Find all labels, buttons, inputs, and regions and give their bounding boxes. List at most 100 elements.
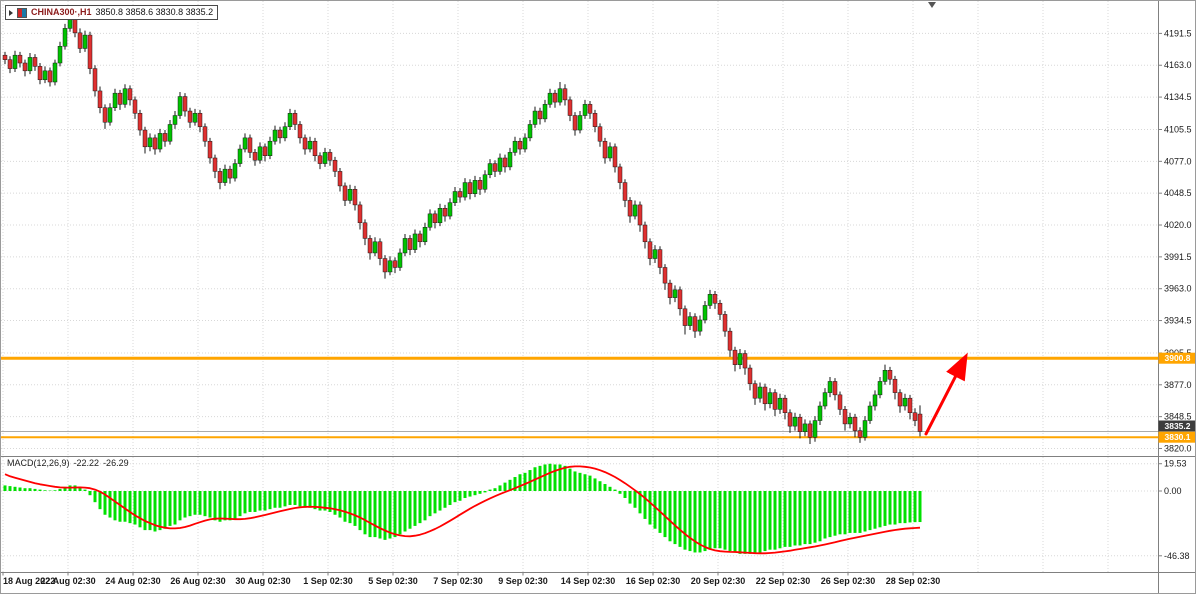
candle-up [757, 386, 763, 399]
candle-up [62, 28, 68, 47]
candle-down [917, 413, 923, 432]
candle-up [447, 202, 453, 217]
macd-axis-label: 0.00 [1164, 486, 1182, 496]
candle-up [632, 204, 638, 217]
candle-down [492, 163, 498, 172]
candle-up [532, 110, 538, 125]
candle-up [257, 146, 263, 161]
candle-down [407, 238, 413, 250]
price-axis-label: 4134.5 [1164, 92, 1192, 102]
candle-up [347, 189, 353, 201]
candle-up [497, 157, 503, 172]
candle-down [782, 397, 788, 413]
candle-up [232, 163, 238, 179]
candle-up [107, 107, 113, 123]
candle-down [857, 430, 863, 438]
price-axis-label: 3877.0 [1164, 380, 1192, 390]
price-axis-label: 3991.5 [1164, 252, 1192, 262]
price-axis-label: 3963.0 [1164, 284, 1192, 294]
resistance-price-badge: 3900.8 [1165, 353, 1191, 363]
candle-down [97, 90, 103, 108]
candle-up [157, 133, 163, 150]
price-axis-label: 3934.5 [1164, 316, 1192, 326]
candle-up [902, 397, 908, 407]
candle-down [47, 70, 53, 83]
candle-down [152, 137, 158, 150]
candle-down [682, 308, 688, 326]
candle-down [227, 168, 233, 179]
candle-up [707, 294, 713, 306]
candle-down [837, 394, 843, 410]
time-axis-label: 24 Aug 02:30 [105, 576, 160, 586]
candle-down [302, 137, 308, 150]
candle-down [742, 353, 748, 369]
trend-arrow[interactable] [924, 352, 968, 436]
candle-down [537, 110, 543, 120]
price-axis-label: 4048.5 [1164, 188, 1192, 198]
candle-down [727, 330, 733, 351]
candle-down [132, 99, 138, 114]
candle-down [627, 200, 633, 217]
time-axis-label: 1 Sep 02:30 [303, 576, 353, 586]
candle-down [212, 157, 218, 172]
candle-up [827, 381, 833, 393]
candle-up [482, 174, 488, 190]
candle-up [802, 423, 808, 432]
candle-up [372, 241, 378, 254]
time-axis-label: 16 Sep 02:30 [626, 576, 681, 586]
candle-down [117, 92, 123, 105]
candle-up [862, 420, 868, 438]
candle-down [332, 159, 338, 172]
candle-up [237, 148, 243, 164]
candle-up [867, 405, 873, 421]
macd-signal-line [4, 465, 921, 555]
candle-down [442, 208, 448, 217]
candle-up [672, 289, 678, 298]
candle-down [392, 260, 398, 268]
candle-down [887, 370, 893, 380]
candle-down [552, 92, 558, 103]
macd-indicator-label: MACD(12,26,9) -22.22 -26.29 [7, 458, 129, 469]
price-axis-label: 4105.5 [1164, 124, 1192, 134]
candle-down [852, 416, 858, 431]
candle-down [32, 57, 38, 67]
candle-down [252, 152, 258, 161]
candle-up [697, 319, 703, 332]
time-axis-label: 22 Aug 02:30 [40, 576, 95, 586]
candle-down [587, 104, 593, 114]
candle-up [387, 260, 393, 273]
candle-up [547, 92, 553, 105]
candle-down [897, 392, 903, 407]
candle-down [502, 157, 508, 168]
expand-arrow-icon[interactable] [9, 9, 13, 16]
support-price-badge: 3830.1 [1165, 432, 1191, 442]
candle-down [432, 213, 438, 224]
candle-down [797, 416, 803, 432]
candle-up [877, 381, 883, 396]
candle-down [457, 191, 463, 198]
candle-down [732, 349, 738, 365]
candle-down [642, 224, 648, 243]
candle-down [722, 314, 728, 332]
candle-up [52, 62, 58, 83]
price-axis-label: 4077.0 [1164, 156, 1192, 166]
candle-up [112, 92, 118, 108]
candle-down [197, 113, 203, 127]
time-axis-label: 14 Sep 02:30 [561, 576, 616, 586]
candle-down [787, 412, 793, 427]
candle-down [562, 88, 568, 101]
chart-shift-marker[interactable] [928, 2, 936, 8]
price-axis-label: 4020.0 [1164, 220, 1192, 230]
candle-up [427, 213, 433, 228]
candle-down [17, 54, 23, 64]
candle-up [177, 96, 183, 116]
candle-up [582, 104, 588, 116]
candle-up [57, 46, 63, 64]
candle-down [747, 367, 753, 384]
candle-down [137, 113, 143, 131]
candle-down [807, 423, 813, 438]
candle-down [612, 146, 618, 168]
candle-down [712, 294, 718, 304]
candle-down [667, 282, 673, 298]
